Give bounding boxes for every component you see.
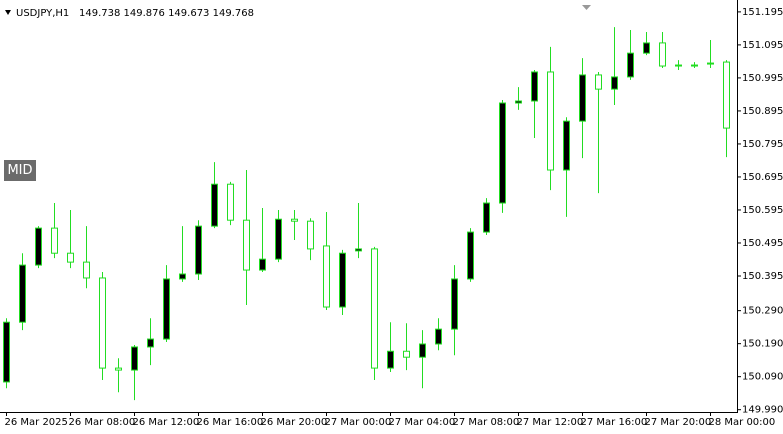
- x-tick-label: 26 Mar 16:00: [197, 417, 264, 428]
- y-tick-label: 150.895: [742, 106, 783, 117]
- y-tick-label: 150.995: [742, 73, 783, 84]
- x-tick-label: 27 Mar 20:00: [645, 417, 712, 428]
- y-tick-label: 150.395: [742, 271, 783, 282]
- candle-body: [259, 258, 266, 271]
- candle-body: [419, 343, 426, 358]
- candle-body: [627, 52, 634, 78]
- x-tick-label: 26 Mar 12:00: [133, 417, 200, 428]
- candle-body: [51, 227, 58, 254]
- candle-body: [67, 252, 74, 263]
- candle-body: [515, 100, 522, 104]
- candle-body: [3, 321, 10, 383]
- y-tick-label: 150.795: [742, 139, 783, 150]
- candle-body: [387, 350, 394, 369]
- candle-body: [611, 76, 618, 90]
- candle-body: [723, 61, 730, 129]
- x-tick-label: 28 Mar 00:00: [709, 417, 776, 428]
- candle-body: [99, 277, 106, 369]
- candle-body: [195, 225, 202, 275]
- candle-body: [35, 227, 42, 266]
- candle-body: [291, 218, 298, 222]
- candle-body: [691, 64, 698, 67]
- ohlc-text: 149.738 149.876 149.673 149.768: [79, 8, 254, 19]
- y-tick-label: 150.190: [742, 339, 783, 350]
- candle-body: [147, 338, 154, 348]
- y-tick-label: 151.195: [742, 7, 783, 18]
- y-tick-label: 151.095: [742, 40, 783, 51]
- candle-body: [675, 64, 682, 67]
- x-tick-label: 27 Mar 04:00: [389, 417, 456, 428]
- candle-body: [227, 183, 234, 221]
- y-tick-label: 150.090: [742, 372, 783, 383]
- mid-button[interactable]: MID: [4, 160, 36, 181]
- candle-body: [371, 248, 378, 369]
- y-tick-label: 150.290: [742, 306, 783, 317]
- x-tick-label: 26 Mar 08:00: [69, 417, 136, 428]
- candle-body: [579, 74, 586, 122]
- candle-body: [435, 328, 442, 345]
- x-tick-label: 26 Mar 2025: [5, 417, 68, 428]
- candle-body: [115, 367, 122, 371]
- candle-body: [499, 102, 506, 204]
- candle-body: [595, 74, 602, 90]
- candle-body: [547, 71, 554, 171]
- candle-body: [643, 42, 650, 54]
- x-tick-label: 26 Mar 20:00: [261, 417, 328, 428]
- candle-body: [707, 62, 714, 65]
- candle-body: [275, 218, 282, 260]
- x-tick-label: 27 Mar 08:00: [453, 417, 520, 428]
- candle-body: [403, 350, 410, 358]
- y-tick-label: 150.595: [742, 205, 783, 216]
- symbol: USDJPY,H1: [16, 8, 69, 19]
- candle-body: [211, 183, 218, 227]
- candle-body: [83, 261, 90, 279]
- x-tick-label: 27 Mar 16:00: [581, 417, 648, 428]
- candle-body: [483, 202, 490, 233]
- candle-body: [563, 120, 570, 171]
- candle-body: [467, 231, 474, 280]
- candle-body: [339, 252, 346, 308]
- y-tick-label: 150.495: [742, 238, 783, 249]
- y-tick-label: 150.695: [742, 172, 783, 183]
- candle-body: [531, 71, 538, 102]
- candle-body: [243, 219, 250, 271]
- candle-body: [355, 248, 362, 252]
- candle-body: [659, 42, 666, 67]
- candle-body: [19, 264, 26, 323]
- candle-body: [307, 220, 314, 250]
- candle-body: [163, 278, 170, 340]
- candle-body: [323, 245, 330, 308]
- x-tick-label: 27 Mar 12:00: [517, 417, 584, 428]
- menu-arrow[interactable]: [5, 10, 11, 15]
- shift-marker: [582, 5, 591, 10]
- y-tick-label: 149.990: [742, 405, 783, 416]
- candle-body: [131, 346, 138, 371]
- x-tick-label: 27 Mar 00:00: [325, 417, 392, 428]
- candle-body: [451, 278, 458, 330]
- candle-body: [179, 273, 186, 280]
